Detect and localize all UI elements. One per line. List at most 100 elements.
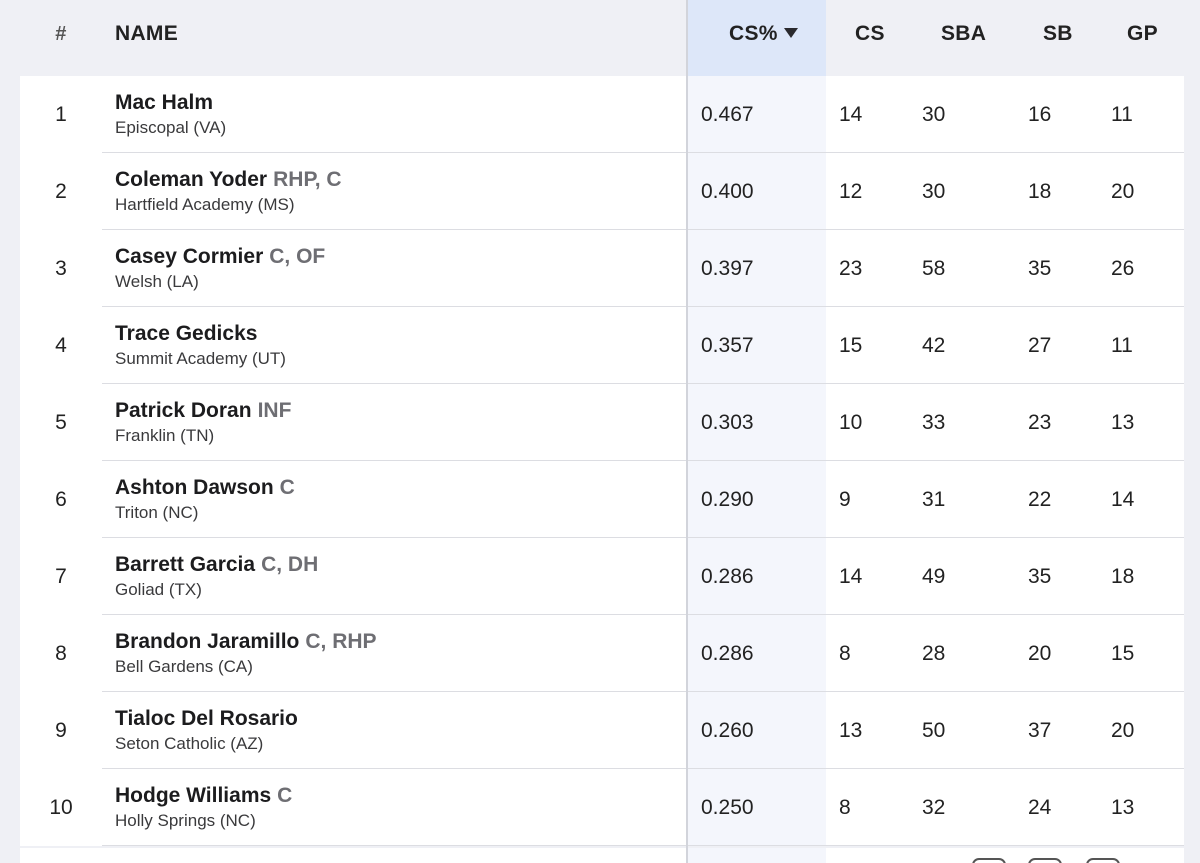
header-cs[interactable]: CS xyxy=(855,22,885,45)
player-cell: Casey Cormier C, OF Welsh (LA) xyxy=(115,244,675,294)
player-cell: Hodge Williams C Holly Springs (NC) xyxy=(115,783,675,833)
sb-cell: 18 xyxy=(1028,180,1052,203)
player-name[interactable]: Hodge Williams xyxy=(115,784,272,807)
sba-cell: 58 xyxy=(922,257,946,280)
gp-cell: 14 xyxy=(1111,488,1135,511)
player-cell: Coleman Yoder RHP, C Hartfield Academy (MS… xyxy=(115,167,675,217)
table-row[interactable]: 6 Ashton Dawson C Triton (NC) 0.290 9 31 22 14 xyxy=(0,461,1200,538)
player-name[interactable]: Trace Gedicks xyxy=(115,322,258,345)
cs-percent-cell: 0.397 xyxy=(701,257,754,280)
cs-percent-cell: 0.290 xyxy=(701,488,754,511)
header-gp[interactable]: GP xyxy=(1127,22,1158,45)
table-row[interactable]: 1 Mac Halm Episcopal (VA) 0.467 14 30 16 11 xyxy=(0,76,1200,153)
player-positions: C, OF xyxy=(269,245,326,268)
sba-cell: 30 xyxy=(922,103,946,126)
carousel-dot[interactable] xyxy=(1028,858,1062,863)
rank-cell: 10 xyxy=(49,796,73,819)
sba-cell: 49 xyxy=(922,565,946,588)
school-name: Seton Catholic (AZ) xyxy=(115,734,264,753)
player-name[interactable]: Brandon Jaramillo xyxy=(115,630,300,653)
gp-cell: 11 xyxy=(1111,334,1133,357)
table-row[interactable]: 10 Hodge Williams C Holly Springs (NC) 0.250… xyxy=(0,769,1200,846)
table-header: # NAME CS% CS SBA SB GP xyxy=(0,0,1200,76)
player-positions: C xyxy=(277,784,293,807)
table-row[interactable]: 3 Casey Cormier C, OF Welsh (LA) 0.397 23 58 35… xyxy=(0,230,1200,307)
cs-percent-cell: 0.357 xyxy=(701,334,754,357)
player-positions: INF xyxy=(257,399,292,422)
player-name-line: Coleman Yoder RHP, C xyxy=(115,167,675,193)
carousel-dot[interactable] xyxy=(972,858,1006,863)
sb-cell: 37 xyxy=(1028,719,1052,742)
player-name[interactable]: Casey Cormier xyxy=(115,245,264,268)
rank-cell: 6 xyxy=(55,488,67,511)
rank-cell: 1 xyxy=(55,103,67,126)
sb-cell: 35 xyxy=(1028,257,1052,280)
cs-percent-cell: 0.467 xyxy=(701,103,754,126)
cs-cell: 23 xyxy=(839,257,863,280)
table-row[interactable]: 2 Coleman Yoder RHP, C Hartfield Academy (M… xyxy=(0,153,1200,230)
gp-cell: 13 xyxy=(1111,411,1135,434)
player-cell: Patrick Doran INF Franklin (TN) xyxy=(115,398,675,448)
school-name: Hartfield Academy (MS) xyxy=(115,195,295,214)
school-name: Franklin (TN) xyxy=(115,426,215,445)
table-row[interactable]: 7 Barrett Garcia C, DH Goliad (TX) 0.286 14 49… xyxy=(0,538,1200,615)
cs-cell: 15 xyxy=(839,334,863,357)
sorted-column-highlight xyxy=(688,0,826,76)
sb-cell: 22 xyxy=(1028,488,1052,511)
sba-cell: 50 xyxy=(922,719,946,742)
sb-cell: 27 xyxy=(1028,334,1052,357)
sb-cell: 23 xyxy=(1028,411,1052,434)
gp-cell: 18 xyxy=(1111,565,1135,588)
rank-cell: 2 xyxy=(55,180,67,203)
rank-cell: 8 xyxy=(55,642,67,665)
player-name-line: Brandon Jaramillo C, RHP xyxy=(115,629,675,655)
table-row[interactable]: 9 Tialoc Del Rosario Seton Catholic (AZ) 0.… xyxy=(0,692,1200,769)
rank-cell: 5 xyxy=(55,411,67,434)
header-name[interactable]: NAME xyxy=(115,22,179,45)
header-sba[interactable]: SBA xyxy=(941,22,987,45)
school-name: Summit Academy (UT) xyxy=(115,349,286,368)
player-name[interactable]: Ashton Dawson xyxy=(115,476,274,499)
player-cell: Trace Gedicks Summit Academy (UT) xyxy=(115,321,675,371)
header-cs-percent-label: CS% xyxy=(729,22,778,45)
player-name-line: Trace Gedicks xyxy=(115,321,675,347)
school-name: Holly Springs (NC) xyxy=(115,811,256,830)
table-row-partial xyxy=(20,848,1184,863)
table-row[interactable]: 8 Brandon Jaramillo C, RHP Bell Gardens (CA… xyxy=(0,615,1200,692)
header-sb[interactable]: SB xyxy=(1043,22,1073,45)
school-name: Goliad (TX) xyxy=(115,580,202,599)
cs-cell: 8 xyxy=(839,796,851,819)
table-row[interactable]: 5 Patrick Doran INF Franklin (TN) 0.303 10 33 2… xyxy=(0,384,1200,461)
rank-cell: 7 xyxy=(55,565,67,588)
cs-cell: 14 xyxy=(839,103,863,126)
cs-cell: 14 xyxy=(839,565,863,588)
cs-percent-cell: 0.286 xyxy=(701,565,754,588)
sb-cell: 20 xyxy=(1028,642,1052,665)
sb-cell: 35 xyxy=(1028,565,1052,588)
school-name: Triton (NC) xyxy=(115,503,199,522)
sba-cell: 33 xyxy=(922,411,946,434)
player-cell: Ashton Dawson C Triton (NC) xyxy=(115,475,675,525)
rank-cell: 4 xyxy=(55,334,67,357)
carousel-dot[interactable] xyxy=(1086,858,1120,863)
table-row[interactable]: 4 Trace Gedicks Summit Academy (UT) 0.357 15… xyxy=(0,307,1200,384)
player-name[interactable]: Patrick Doran xyxy=(115,399,252,422)
player-name[interactable]: Coleman Yoder xyxy=(115,168,268,191)
player-name[interactable]: Barrett Garcia xyxy=(115,553,256,576)
header-rank[interactable]: # xyxy=(55,23,67,45)
gp-cell: 11 xyxy=(1111,103,1133,126)
player-name[interactable]: Tialoc Del Rosario xyxy=(115,707,298,730)
header-cs-percent[interactable]: CS% xyxy=(729,0,798,76)
sba-cell: 30 xyxy=(922,180,946,203)
cs-percent-cell: 0.400 xyxy=(701,180,754,203)
gp-cell: 15 xyxy=(1111,642,1135,665)
sb-cell: 24 xyxy=(1028,796,1052,819)
rank-cell: 9 xyxy=(55,719,67,742)
player-name[interactable]: Mac Halm xyxy=(115,91,214,114)
cs-cell: 13 xyxy=(839,719,863,742)
player-positions: C, RHP xyxy=(305,630,377,653)
player-positions: C, DH xyxy=(261,553,319,576)
sba-cell: 32 xyxy=(922,796,946,819)
cs-cell: 12 xyxy=(839,180,863,203)
